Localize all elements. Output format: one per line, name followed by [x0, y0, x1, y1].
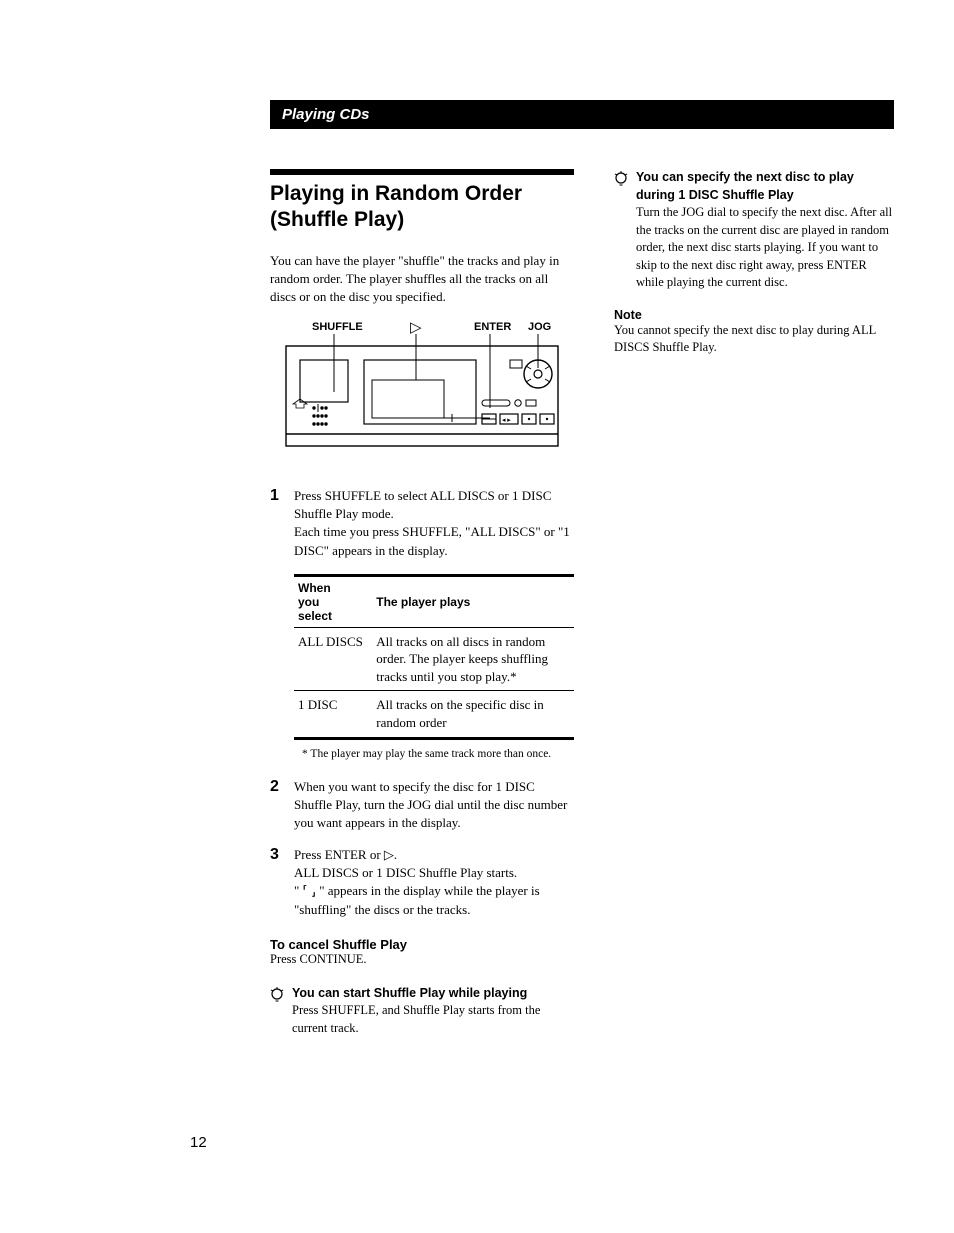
- page-number: 12: [190, 1134, 207, 1151]
- tip-icon: [614, 169, 630, 292]
- table-cell: All tracks on all discs in random order.…: [372, 627, 574, 691]
- cancel-body: Press CONTINUE.: [270, 952, 574, 967]
- title-line-1: Playing in Random Order: [270, 182, 522, 205]
- svg-text:◂ ▸: ◂ ▸: [502, 416, 511, 424]
- table-cell: ALL DISCS: [294, 627, 372, 691]
- tip-heading: You can specify the next disc to play du…: [636, 169, 894, 204]
- tip-icon: [270, 985, 286, 1038]
- right-column: You can specify the next disc to play du…: [614, 169, 894, 1051]
- tip-body: Turn the JOG dial to specify the next di…: [636, 204, 894, 292]
- label-shuffle: SHUFFLE: [312, 321, 363, 333]
- table-cell: 1 DISC: [294, 691, 372, 738]
- step-body: Press SHUFFLE to select ALL DISCS or 1 D…: [294, 487, 574, 560]
- table-row: 1 DISC All tracks on the specific disc i…: [294, 691, 574, 738]
- step-body: Press ENTER or ▷. ALL DISCS or 1 DISC Sh…: [294, 846, 574, 919]
- label-play-icon: ▷: [410, 319, 422, 336]
- title-rule: [270, 169, 574, 175]
- table-cell: All tracks on the specific disc in rando…: [372, 691, 574, 738]
- table-footnote: * The player may play the same track mor…: [302, 748, 574, 760]
- step-number: 2: [270, 778, 294, 833]
- tip-start-while-playing: You can start Shuffle Play while playing…: [270, 985, 574, 1038]
- cancel-heading: To cancel Shuffle Play: [270, 937, 574, 952]
- step-1: 1 Press SHUFFLE to select ALL DISCS or 1…: [270, 487, 574, 560]
- tip-next-disc: You can specify the next disc to play du…: [614, 169, 894, 292]
- tip-heading: You can start Shuffle Play while playing: [292, 985, 574, 1003]
- section-header: Playing CDs: [270, 100, 894, 129]
- left-column: Playing in Random Order (Shuffle Play) Y…: [270, 169, 574, 1051]
- mode-table: When you select The player plays ALL DIS…: [294, 574, 574, 740]
- step-number: 3: [270, 846, 294, 919]
- table-header-right: The player plays: [372, 575, 574, 627]
- intro-paragraph: You can have the player "shuffle" the tr…: [270, 252, 574, 307]
- step-body: When you want to specify the disc for 1 …: [294, 778, 574, 833]
- label-jog: JOG: [528, 321, 551, 333]
- step-2: 2 When you want to specify the disc for …: [270, 778, 574, 833]
- note-body: You cannot specify the next disc to play…: [614, 322, 894, 357]
- table-header-left: When you select: [294, 575, 372, 627]
- label-enter: ENTER: [474, 321, 511, 333]
- page-title: Playing in Random Order (Shuffle Play): [270, 181, 574, 234]
- player-diagram: SHUFFLE ▷ ENTER JOG: [282, 318, 562, 463]
- title-line-2: (Shuffle Play): [270, 208, 404, 231]
- step-number: 1: [270, 487, 294, 560]
- table-row: ALL DISCS All tracks on all discs in ran…: [294, 627, 574, 691]
- step-3: 3 Press ENTER or ▷. ALL DISCS or 1 DISC …: [270, 846, 574, 919]
- tip-body: Press SHUFFLE, and Shuffle Play starts f…: [292, 1002, 574, 1037]
- note-heading: Note: [614, 308, 894, 322]
